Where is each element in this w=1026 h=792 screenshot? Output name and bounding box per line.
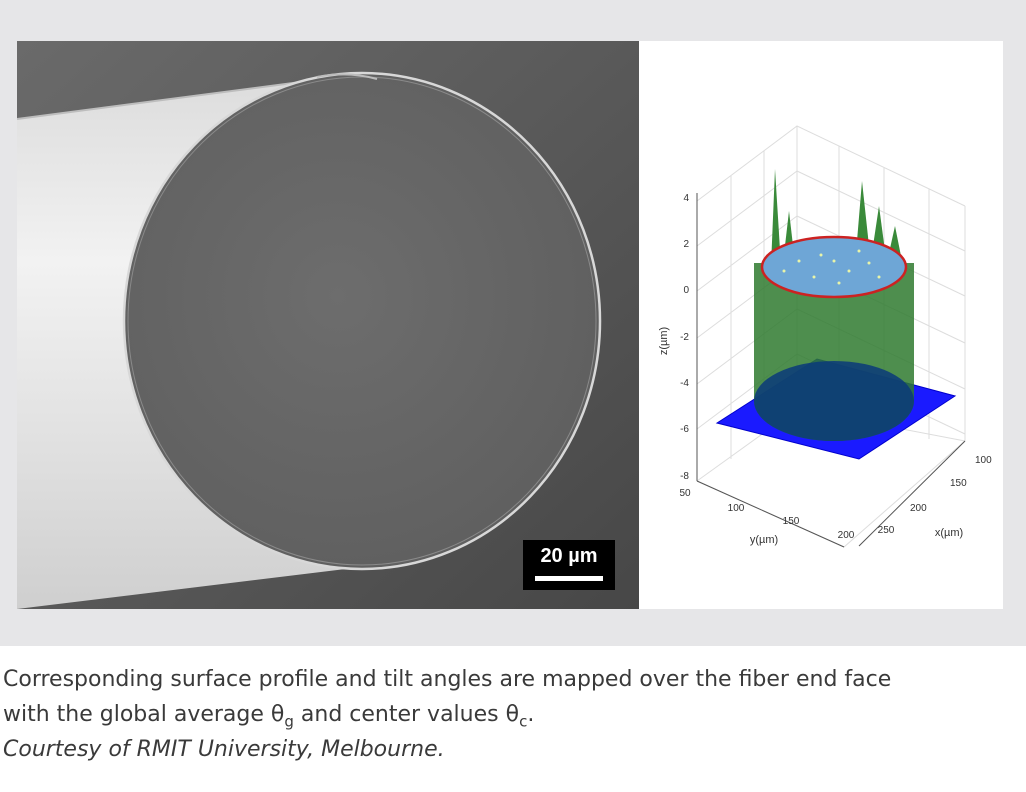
z-axis-label: z(µm) xyxy=(658,327,670,355)
y-axis-label: y(µm) xyxy=(750,534,778,546)
x-axis-line xyxy=(858,440,966,547)
scale-bar: 20 µm xyxy=(523,540,615,590)
z-tick: -8 xyxy=(680,471,689,482)
y-tick: 150 xyxy=(783,516,800,527)
y-tick: 200 xyxy=(838,530,855,541)
z-tick: 4 xyxy=(683,193,689,204)
figure-caption: Corresponding surface profile and tilt a… xyxy=(3,662,1013,767)
caption-line-2-mid: and center values θ xyxy=(293,702,520,727)
sem-image: 20 µm xyxy=(17,41,639,609)
surface-profile-plot: 4 2 0 -2 -4 -6 -8 z(µm) 50 100 150 200 2… xyxy=(639,41,1003,609)
z-axis-ticks: 4 2 0 -2 -4 -6 -8 xyxy=(680,193,689,482)
caption-credit: Courtesy of RMIT University, Melbourne. xyxy=(3,737,445,762)
x-tick: 200 xyxy=(910,503,927,514)
caption-line-2-end: . xyxy=(527,702,535,727)
caption-line-2: with the global average θg and center va… xyxy=(3,697,1013,732)
y-axis-line xyxy=(696,480,845,548)
z-tick: -2 xyxy=(680,332,689,343)
z-tick: 2 xyxy=(683,239,689,250)
x-tick: 150 xyxy=(950,478,967,489)
top-surface xyxy=(762,237,906,297)
caption-line-2-prefix: with the global average θ xyxy=(3,702,285,727)
z-tick: -4 xyxy=(680,378,689,389)
caption-subscript-g: g xyxy=(284,712,294,731)
x-axis-label: x(µm) xyxy=(935,527,963,539)
scale-bar-label: 20 µm xyxy=(540,545,598,567)
caption-line-1: Corresponding surface profile and tilt a… xyxy=(3,667,892,692)
figure-frame: 20 µm xyxy=(0,0,1026,646)
y-tick: 50 xyxy=(679,488,691,499)
z-tick: -6 xyxy=(680,424,689,435)
surface-plot-svg: 4 2 0 -2 -4 -6 -8 z(µm) 50 100 150 200 2… xyxy=(658,125,992,548)
z-tick: 0 xyxy=(683,285,689,296)
y-tick: 100 xyxy=(728,503,745,514)
fiber-illustration xyxy=(17,41,639,609)
x-tick: 100 xyxy=(975,455,992,466)
edge-outline xyxy=(760,235,908,299)
x-axis-ticks: 100 150 200 xyxy=(910,455,992,514)
caption-subscript-c: c xyxy=(519,712,528,731)
surface-speckles xyxy=(782,249,881,285)
y-tick: 250 xyxy=(878,525,895,536)
y-axis-ticks: 50 100 150 200 250 xyxy=(679,488,894,541)
scale-bar-line xyxy=(535,576,603,581)
cylinder-bottom xyxy=(754,361,914,441)
